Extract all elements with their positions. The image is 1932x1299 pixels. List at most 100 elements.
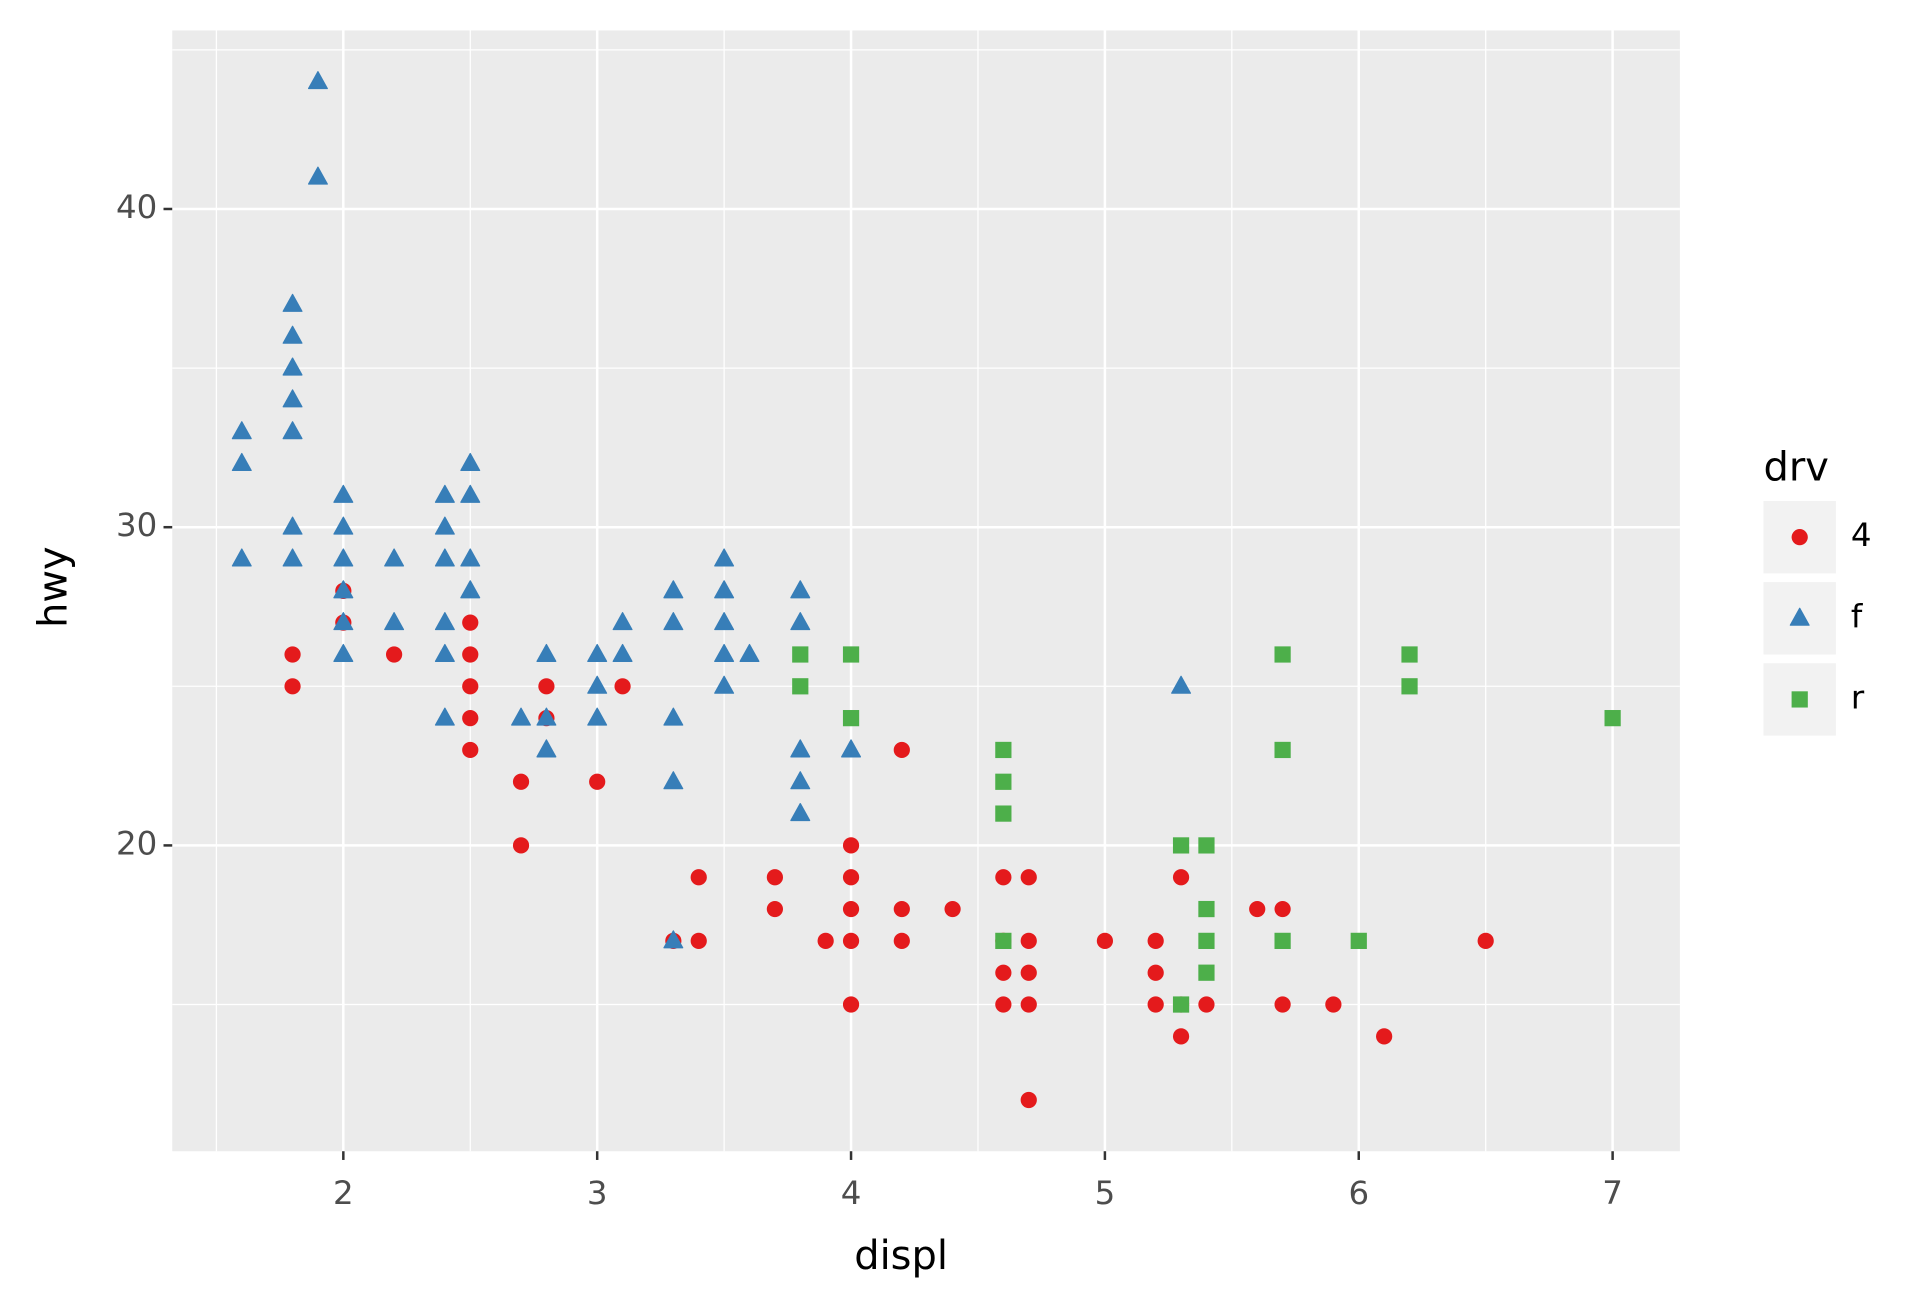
- point: [766, 869, 784, 886]
- point: [714, 580, 735, 599]
- x-tick-label: 2: [333, 1174, 354, 1212]
- point: [792, 646, 809, 663]
- point: [792, 678, 809, 695]
- point: [714, 643, 735, 662]
- point: [434, 548, 455, 567]
- point: [790, 771, 811, 790]
- point: [282, 293, 303, 312]
- point: [333, 484, 354, 503]
- point: [460, 484, 481, 503]
- point: [384, 612, 405, 631]
- point: [462, 614, 479, 631]
- point: [536, 643, 557, 662]
- point: [614, 678, 631, 695]
- point: [995, 773, 1012, 790]
- point: [995, 869, 1012, 886]
- point: [1172, 996, 1190, 1013]
- y-tick-label: 40: [116, 188, 157, 226]
- point: [790, 580, 811, 599]
- point: [284, 678, 301, 695]
- point: [842, 900, 860, 918]
- point: [612, 612, 633, 631]
- point: [333, 612, 354, 631]
- panel: [172, 30, 1680, 1152]
- point: [995, 805, 1012, 822]
- point: [714, 675, 735, 694]
- point: [511, 707, 532, 726]
- x-tick-label: 7: [1602, 1174, 1623, 1212]
- point: [1171, 675, 1192, 694]
- point: [790, 739, 811, 758]
- point: [460, 452, 481, 472]
- point: [893, 900, 910, 918]
- point: [1020, 1091, 1037, 1109]
- point: [1401, 678, 1418, 695]
- point: [690, 869, 707, 886]
- point: [790, 802, 811, 822]
- point: [462, 678, 479, 695]
- point: [589, 773, 606, 790]
- x-axis-title: displ: [854, 1233, 948, 1279]
- legend-symbol: [1791, 691, 1808, 708]
- point: [460, 548, 481, 567]
- point: [462, 741, 479, 759]
- point: [1477, 932, 1494, 949]
- point: [1198, 964, 1215, 981]
- point: [842, 646, 860, 663]
- point: [1172, 837, 1190, 854]
- point: [512, 837, 530, 854]
- point: [842, 996, 860, 1013]
- point: [282, 421, 303, 440]
- point: [1020, 932, 1037, 949]
- point: [663, 707, 684, 726]
- point: [842, 932, 860, 949]
- y-tick-label: 20: [116, 824, 157, 862]
- point: [231, 452, 252, 472]
- point: [434, 612, 455, 631]
- point: [995, 964, 1012, 981]
- point: [536, 739, 557, 758]
- point: [1350, 932, 1367, 949]
- point: [384, 548, 405, 567]
- point: [1147, 996, 1164, 1013]
- legend-symbol: [1791, 529, 1808, 546]
- point: [231, 421, 252, 440]
- point: [333, 548, 354, 567]
- point: [1274, 996, 1291, 1013]
- point: [282, 389, 303, 408]
- point: [536, 707, 557, 726]
- point: [231, 548, 252, 567]
- point: [841, 739, 862, 758]
- point: [842, 710, 860, 727]
- point: [282, 325, 303, 344]
- point: [512, 773, 530, 790]
- point: [1096, 932, 1114, 949]
- x-tick-label: 3: [587, 1174, 608, 1212]
- point: [587, 707, 608, 726]
- point: [434, 484, 455, 503]
- point: [587, 675, 608, 694]
- point: [282, 548, 303, 567]
- legend-label: f: [1851, 597, 1864, 635]
- point: [663, 930, 684, 949]
- point: [995, 996, 1012, 1013]
- point: [1249, 900, 1266, 918]
- point: [1198, 900, 1215, 918]
- point: [714, 612, 735, 631]
- point: [1198, 837, 1215, 854]
- points: [231, 71, 1621, 1109]
- point: [842, 837, 860, 854]
- point: [1274, 741, 1291, 759]
- legend-label: r: [1851, 678, 1865, 716]
- point: [842, 869, 860, 886]
- point: [460, 580, 481, 599]
- point: [434, 707, 455, 726]
- point: [1147, 932, 1164, 949]
- point: [282, 357, 303, 376]
- point: [1376, 1028, 1393, 1045]
- point: [1198, 932, 1215, 949]
- point: [995, 741, 1012, 759]
- point: [434, 516, 455, 535]
- point: [1172, 869, 1190, 886]
